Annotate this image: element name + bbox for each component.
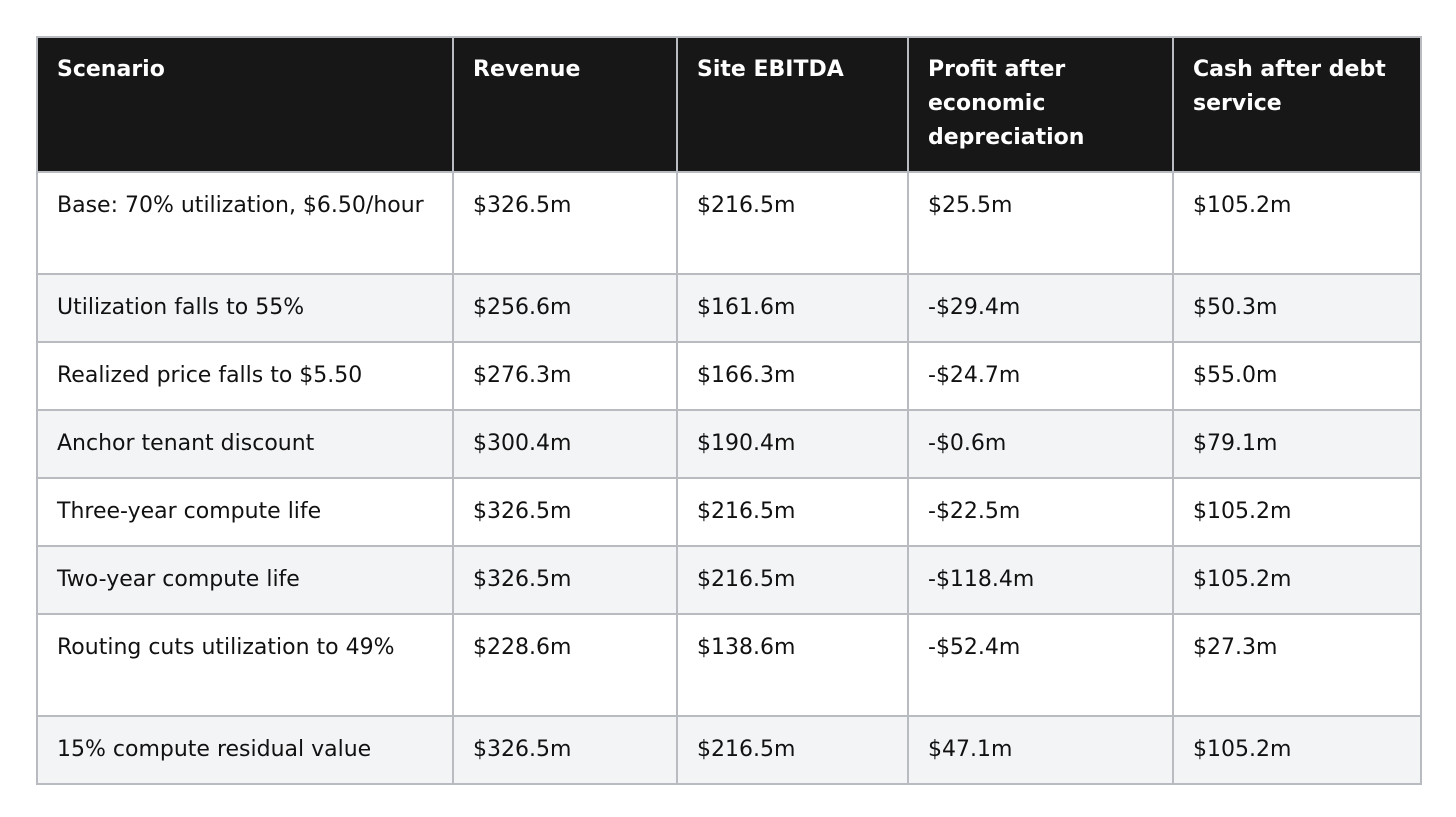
cell-scenario: Two-year compute life <box>36 545 454 615</box>
cell-cash: $79.1m <box>1172 409 1422 479</box>
cell-cash: $105.2m <box>1172 477 1422 547</box>
cell-revenue: $326.5m <box>452 171 678 275</box>
cell-scenario: Realized price falls to $5.50 <box>36 341 454 411</box>
cell-scenario: Anchor tenant discount <box>36 409 454 479</box>
cell-site-ebitda: $190.4m <box>676 409 909 479</box>
cell-revenue: $256.6m <box>452 273 678 343</box>
cell-profit: -$52.4m <box>907 613 1174 717</box>
table-row: Three-year compute life $326.5m $216.5m … <box>36 477 1422 547</box>
cell-revenue: $228.6m <box>452 613 678 717</box>
scenario-table-container: Scenario Revenue Site EBITDA Profit afte… <box>36 36 1422 785</box>
table-row: Two-year compute life $326.5m $216.5m -$… <box>36 545 1422 615</box>
table-row: 15% compute residual value $326.5m $216.… <box>36 715 1422 785</box>
cell-site-ebitda: $138.6m <box>676 613 909 717</box>
cell-profit: -$118.4m <box>907 545 1174 615</box>
table-row: Utilization falls to 55% $256.6m $161.6m… <box>36 273 1422 343</box>
cell-scenario: 15% compute residual value <box>36 715 454 785</box>
cell-site-ebitda: $166.3m <box>676 341 909 411</box>
table-row: Routing cuts utilization to 49% $228.6m … <box>36 613 1422 717</box>
table-header: Scenario Revenue Site EBITDA Profit afte… <box>36 36 1422 173</box>
cell-cash: $50.3m <box>1172 273 1422 343</box>
cell-site-ebitda: $216.5m <box>676 477 909 547</box>
cell-revenue: $276.3m <box>452 341 678 411</box>
scenario-table: Scenario Revenue Site EBITDA Profit afte… <box>36 36 1422 785</box>
cell-profit: -$29.4m <box>907 273 1174 343</box>
cell-revenue: $300.4m <box>452 409 678 479</box>
cell-cash: $105.2m <box>1172 715 1422 785</box>
cell-scenario: Routing cuts utilization to 49% <box>36 613 454 717</box>
header-scenario: Scenario <box>36 36 454 173</box>
header-site-ebitda: Site EBITDA <box>676 36 909 173</box>
cell-site-ebitda: $216.5m <box>676 171 909 275</box>
cell-site-ebitda: $161.6m <box>676 273 909 343</box>
cell-cash: $105.2m <box>1172 545 1422 615</box>
cell-cash: $105.2m <box>1172 171 1422 275</box>
cell-site-ebitda: $216.5m <box>676 715 909 785</box>
cell-cash: $55.0m <box>1172 341 1422 411</box>
header-profit-after-depreciation: Profit after economic depreciation <box>907 36 1174 173</box>
cell-scenario: Utilization falls to 55% <box>36 273 454 343</box>
cell-profit: -$24.7m <box>907 341 1174 411</box>
cell-revenue: $326.5m <box>452 545 678 615</box>
cell-scenario: Three-year compute life <box>36 477 454 547</box>
cell-profit: $47.1m <box>907 715 1174 785</box>
cell-revenue: $326.5m <box>452 477 678 547</box>
table-body: Base: 70% utilization, $6.50/hour $326.5… <box>36 171 1422 785</box>
cell-profit: $25.5m <box>907 171 1174 275</box>
header-revenue: Revenue <box>452 36 678 173</box>
cell-cash: $27.3m <box>1172 613 1422 717</box>
cell-site-ebitda: $216.5m <box>676 545 909 615</box>
header-cash-after-debt-service: Cash after debt service <box>1172 36 1422 173</box>
table-row: Anchor tenant discount $300.4m $190.4m -… <box>36 409 1422 479</box>
header-row: Scenario Revenue Site EBITDA Profit afte… <box>36 36 1422 173</box>
table-row: Base: 70% utilization, $6.50/hour $326.5… <box>36 171 1422 275</box>
cell-scenario: Base: 70% utilization, $6.50/hour <box>36 171 454 275</box>
cell-profit: -$0.6m <box>907 409 1174 479</box>
table-row: Realized price falls to $5.50 $276.3m $1… <box>36 341 1422 411</box>
cell-profit: -$22.5m <box>907 477 1174 547</box>
cell-revenue: $326.5m <box>452 715 678 785</box>
